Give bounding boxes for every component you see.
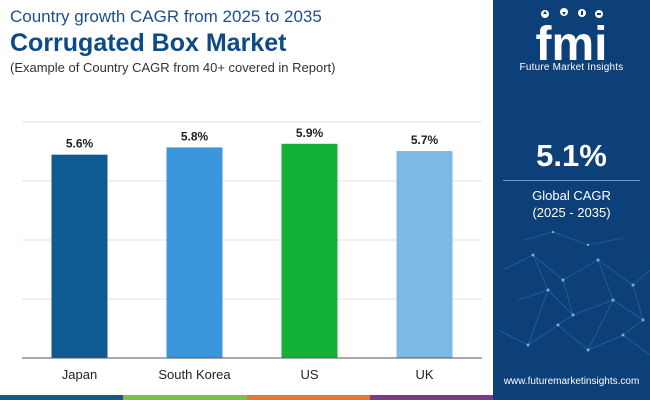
global-cagr-period: (2025 - 2035) xyxy=(532,205,611,220)
bar-uk xyxy=(396,151,453,358)
bar-japan xyxy=(51,154,108,358)
x-tick-label: UK xyxy=(415,367,433,382)
x-tick-label: South Korea xyxy=(158,367,231,382)
kpi-divider xyxy=(503,180,640,181)
network-pattern-decoration xyxy=(497,230,650,356)
strip-segment xyxy=(369,395,493,400)
strip-segment xyxy=(123,395,247,400)
bar-us xyxy=(281,143,338,358)
chart-supertitle: Country growth CAGR from 2025 to 2035 xyxy=(10,7,322,26)
global-cagr-label: Global CAGR xyxy=(532,188,611,203)
fmi-logo-mark: fmi xyxy=(536,8,608,71)
bottom-color-strip xyxy=(0,395,493,400)
chart-subtitle: (Example of Country CAGR from 40+ covere… xyxy=(10,60,336,75)
fmi-logo: fmi Future Market Insights xyxy=(493,4,650,76)
logo-letters: fmi xyxy=(536,18,608,64)
logo-company-name: Future Market Insights xyxy=(519,62,624,73)
x-tick-label: Japan xyxy=(62,367,97,382)
strip-segment xyxy=(246,395,370,400)
data-labels: 5.6% 5.8% 5.9% 5.7% xyxy=(66,126,439,151)
sidebar-panel: fmi Future Market Insights 5.1% Global C… xyxy=(493,0,650,400)
data-label: 5.7% xyxy=(411,133,439,147)
chart-title: Corrugated Box Market xyxy=(10,29,287,57)
strip-segment xyxy=(0,395,124,400)
website-link[interactable]: www.futuremarketinsights.com xyxy=(503,376,640,387)
bar-chart: 5.6% 5.8% 5.9% 5.7% Japan South Korea US UK xyxy=(22,121,482,382)
bars xyxy=(51,143,453,358)
data-label: 5.9% xyxy=(296,126,324,140)
bar-south-korea xyxy=(166,147,223,358)
x-tick-label: US xyxy=(300,367,318,382)
data-label: 5.8% xyxy=(181,129,209,143)
data-label: 5.6% xyxy=(66,137,94,151)
global-cagr-value: 5.1% xyxy=(536,138,607,173)
x-tick-labels: Japan South Korea US UK xyxy=(62,367,434,382)
chart-header: Country growth CAGR from 2025 to 2035 Co… xyxy=(10,6,480,77)
